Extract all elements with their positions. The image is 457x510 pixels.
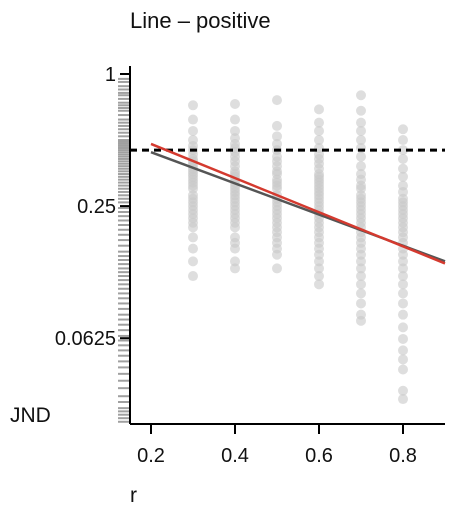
- data-point: [356, 90, 366, 101]
- data-point: [230, 125, 240, 136]
- data-point: [398, 288, 408, 299]
- y-axis-label: JND: [10, 404, 51, 427]
- data-point: [398, 385, 408, 396]
- data-point: [272, 131, 282, 142]
- data-point: [398, 394, 408, 405]
- scatter-points: [188, 90, 408, 405]
- y-tick-label: 0.0625: [55, 328, 116, 350]
- data-point: [356, 279, 366, 290]
- data-point: [314, 125, 324, 136]
- data-point: [356, 288, 366, 299]
- data-point: [314, 263, 324, 274]
- x-tick-label: 0.2: [137, 445, 165, 467]
- data-point: [230, 256, 240, 267]
- data-point: [356, 105, 366, 116]
- data-point: [356, 263, 366, 274]
- chart-title: Line – positive: [130, 8, 271, 33]
- x-tick-label: 0.8: [389, 445, 417, 467]
- fit-lines: [150, 142, 446, 265]
- data-point: [356, 135, 366, 146]
- data-point: [356, 125, 366, 136]
- y-tick-label: 1: [105, 64, 116, 86]
- data-point: [188, 232, 198, 243]
- data-point: [188, 125, 198, 136]
- data-point: [230, 222, 240, 233]
- data-point: [272, 95, 282, 106]
- data-point: [398, 163, 408, 174]
- data-point: [398, 322, 408, 333]
- data-point: [272, 120, 282, 131]
- data-point: [356, 151, 366, 162]
- data-point: [314, 271, 324, 282]
- data-point: [356, 161, 366, 172]
- data-point: [398, 354, 408, 365]
- y-ticks: 1 0.25 0.0625: [55, 64, 130, 350]
- data-point: [314, 135, 324, 146]
- x-tick-label: 0.6: [305, 445, 333, 467]
- data-point: [398, 145, 408, 156]
- y-tick-label: 0.25: [77, 196, 116, 218]
- data-point: [398, 263, 408, 274]
- data-point: [188, 100, 198, 111]
- data-point: [398, 333, 408, 344]
- data-point: [398, 271, 408, 282]
- data-point: [314, 104, 324, 115]
- fit-line: [150, 142, 446, 265]
- data-point: [398, 364, 408, 375]
- data-point: [356, 256, 366, 267]
- data-point: [314, 117, 324, 128]
- data-point: [230, 243, 240, 254]
- data-point: [272, 263, 282, 274]
- data-point: [188, 222, 198, 233]
- data-point: [398, 256, 408, 267]
- y-rug: [118, 77, 130, 423]
- x-ticks: 0.2 0.4 0.6 0.8: [137, 424, 417, 467]
- data-point: [230, 263, 240, 274]
- data-point: [398, 345, 408, 356]
- data-point: [398, 171, 408, 182]
- data-point: [188, 256, 198, 267]
- data-point: [398, 124, 408, 135]
- data-point: [356, 315, 366, 326]
- data-point: [230, 98, 240, 109]
- data-point: [398, 153, 408, 164]
- data-point: [230, 114, 240, 125]
- data-point: [356, 298, 366, 309]
- data-point: [188, 271, 198, 282]
- data-point: [314, 279, 324, 290]
- data-point: [188, 243, 198, 254]
- data-point: [356, 271, 366, 282]
- data-point: [398, 309, 408, 320]
- data-point: [188, 114, 198, 125]
- x-axis-label: r: [130, 484, 137, 507]
- data-point: [398, 279, 408, 290]
- data-point: [314, 256, 324, 267]
- data-point: [398, 135, 408, 146]
- x-tick-label: 0.4: [221, 445, 249, 467]
- data-point: [356, 117, 366, 128]
- data-point: [272, 249, 282, 260]
- data-point: [398, 298, 408, 309]
